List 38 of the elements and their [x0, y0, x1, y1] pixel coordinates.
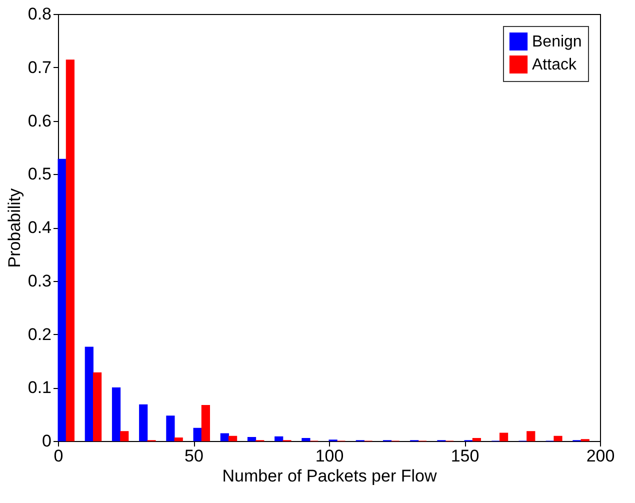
bar: [228, 436, 238, 442]
bar: [302, 438, 310, 442]
x-tick-label: 200: [586, 446, 615, 466]
x-tick-label: 50: [184, 446, 204, 466]
y-tick-label: 0.5: [28, 164, 52, 184]
x-tick-label: 0: [54, 446, 64, 466]
x-axis-title: Number of Packets per Flow: [222, 466, 438, 486]
bar: [166, 416, 175, 442]
bar: [66, 60, 74, 442]
bar: [139, 404, 148, 442]
y-tick-label: 0.3: [28, 271, 52, 290]
bar: [220, 433, 229, 442]
x-tick-label: 150: [450, 446, 480, 466]
bar: [499, 432, 508, 442]
y-tick-label: 0: [42, 432, 52, 450]
y-tick-label: 0.4: [28, 218, 52, 237]
bar: [472, 438, 481, 442]
bar: [58, 158, 66, 442]
legend-label: Attack: [532, 56, 578, 74]
y-tick-label: 0.1: [28, 378, 52, 398]
bar: [274, 436, 284, 442]
x-tick-label: 100: [315, 446, 344, 466]
bar: [92, 372, 102, 442]
bar: [174, 438, 183, 442]
y-axis-title: Probability: [4, 188, 24, 268]
bar: [247, 436, 256, 442]
y-tick-label: 0.2: [28, 324, 52, 344]
y-tick-label: 0.8: [28, 4, 52, 24]
bar: [193, 428, 202, 442]
y-tick-label: 0.7: [28, 58, 52, 77]
legend-label: Benign: [532, 34, 582, 50]
y-tick-label: 0.6: [28, 111, 52, 130]
bar: [112, 387, 121, 442]
bar: [526, 431, 536, 442]
bar: [120, 431, 129, 442]
bar: [84, 346, 94, 442]
bar: [201, 404, 210, 442]
bar: [554, 436, 562, 442]
